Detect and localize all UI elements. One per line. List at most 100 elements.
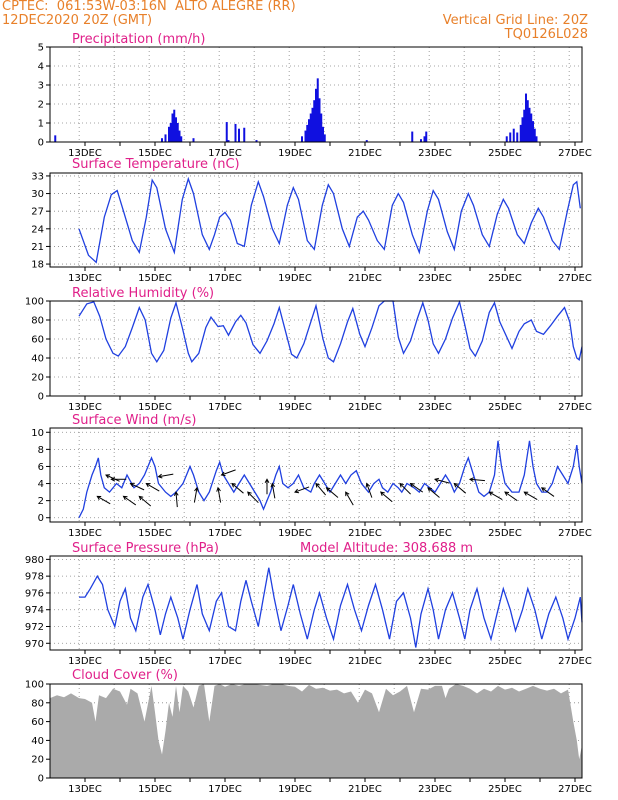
- y-tick-label: 21: [31, 242, 44, 253]
- y-tick-label: 60: [31, 335, 44, 346]
- precip-bar: [512, 128, 515, 142]
- precip-bar: [168, 126, 170, 142]
- precip-bar: [528, 107, 531, 142]
- precip-bar: [171, 113, 174, 142]
- precip-bar: [178, 130, 181, 142]
- precip-bar: [308, 119, 310, 142]
- wind-arrow: [469, 478, 485, 482]
- wind-arrowhead: [96, 495, 102, 501]
- wind-arrow: [399, 483, 411, 495]
- x-tick-label: 19DEC: [278, 656, 312, 667]
- precip-bar: [176, 123, 179, 142]
- y-tick-label: 980: [25, 555, 44, 566]
- x-tick-label: 27DEC: [558, 528, 592, 539]
- x-tick-label: 27DEC: [558, 148, 592, 159]
- panel-title: Relative Humidity (%): [72, 286, 214, 301]
- x-tick-label: 23DEC: [418, 656, 452, 667]
- wind-arrowhead: [194, 486, 199, 492]
- y-tick-label: 2: [38, 100, 44, 111]
- wind-arrow: [138, 495, 152, 507]
- wind-arrowhead: [345, 491, 350, 497]
- wind-arrow: [489, 491, 503, 501]
- panel-title: Surface Wind (m/s): [72, 413, 196, 428]
- precip-bar: [315, 88, 317, 142]
- wind-arrowhead: [138, 495, 144, 501]
- wind-arrow: [410, 483, 424, 493]
- y-tick-label: 10: [31, 428, 44, 439]
- x-tick-label: 19DEC: [278, 273, 312, 284]
- wind-arrowhead: [409, 482, 415, 488]
- series-line: [78, 299, 583, 364]
- wind-arrowhead: [540, 487, 546, 492]
- y-tick-label: 0: [38, 774, 44, 785]
- panel-frame: [49, 683, 583, 779]
- x-tick-label: 23DEC: [418, 528, 452, 539]
- wind-arrow: [366, 483, 373, 498]
- precip-bar: [234, 123, 237, 142]
- precip-bar: [523, 109, 526, 142]
- wind-arrowhead: [129, 482, 135, 488]
- wind-arrowhead: [453, 482, 459, 488]
- precip-bar: [301, 136, 303, 142]
- x-tick-label: 25DEC: [488, 148, 522, 159]
- panel-title: Surface Pressure (hPa): [72, 541, 219, 556]
- wind-arrowhead: [110, 476, 116, 482]
- wind-arrow: [130, 483, 145, 491]
- precip-bar: [180, 136, 183, 142]
- y-tick-label: 0: [38, 138, 44, 149]
- header-line2-right: TQ0126L028: [504, 27, 588, 42]
- precip-bar: [505, 136, 508, 142]
- panel-5: 0 20 40 60 80 100 13DEC 15DEC 17DEC 19DEC 21DEC 23D…: [25, 668, 592, 795]
- panel-title: Surface Temperature (nC): [72, 157, 240, 172]
- precip-bar: [306, 124, 309, 142]
- precip-bar: [365, 140, 368, 142]
- wind-arrowhead: [122, 495, 128, 501]
- wind-arrow: [315, 483, 327, 496]
- header-line2-left: 12DEC2020 20Z (GMT): [2, 13, 153, 28]
- y-tick-label: 30: [31, 189, 44, 200]
- panel-frame: [49, 46, 583, 143]
- y-tick-label: 20: [31, 373, 44, 384]
- x-tick-label: 13DEC: [68, 528, 102, 539]
- x-tick-label: 13DEC: [68, 402, 102, 413]
- panel-frame: [49, 555, 583, 651]
- wind-arrowhead: [399, 482, 404, 488]
- wind-arrow: [504, 491, 518, 502]
- x-tick-label: 17DEC: [208, 273, 242, 284]
- precip-bar: [313, 100, 316, 142]
- wind-arrow: [221, 469, 236, 476]
- x-tick-label: 23DEC: [418, 784, 452, 795]
- panel-frame: [49, 427, 583, 523]
- wind-arrow: [434, 478, 450, 484]
- x-tick-label: 19DEC: [278, 784, 312, 795]
- y-tick-label: 974: [25, 605, 44, 616]
- precip-bar: [516, 132, 519, 142]
- x-tick-label: 27DEC: [558, 402, 592, 413]
- precip-bar: [255, 140, 258, 142]
- precip-bar: [309, 113, 312, 142]
- panel-title: Precipitation (mm/h): [72, 32, 205, 47]
- wind-arrowhead: [231, 482, 237, 488]
- precip-bar: [420, 139, 422, 142]
- y-tick-label: 8: [38, 445, 44, 456]
- x-tick-label: 17DEC: [208, 656, 242, 667]
- y-tick-label: 100: [25, 297, 44, 308]
- wind-arrowhead: [523, 491, 529, 496]
- wind-arrow: [294, 486, 310, 493]
- x-tick-label: 17DEC: [208, 784, 242, 795]
- panel-0: 0 1 2 3 4 5 13DEC 15DEC 17DEC 19DEC 21DEC 23DEC 25DE…: [38, 32, 592, 159]
- panel-1: 18 21 24 27 30 33 13DEC 15DEC 17DEC 19DEC 21DEC 23D…: [31, 157, 592, 284]
- x-tick-label: 25DEC: [488, 656, 522, 667]
- x-tick-label: 27DEC: [558, 656, 592, 667]
- x-tick-label: 15DEC: [138, 784, 172, 795]
- panel-2: 0 20 40 60 80 100 13DEC 15DEC 17DEC 19DEC 21DEC 23D…: [25, 286, 592, 413]
- precip-bar: [238, 128, 240, 142]
- x-tick-label: 21DEC: [348, 656, 382, 667]
- wind-arrowhead: [105, 474, 111, 479]
- precip-bar: [225, 122, 228, 142]
- y-tick-label: 5: [38, 43, 44, 54]
- wind-arrowhead: [264, 478, 270, 484]
- wind-arrowhead: [365, 482, 371, 488]
- x-tick-label: 21DEC: [348, 273, 382, 284]
- precip-bar: [423, 136, 426, 142]
